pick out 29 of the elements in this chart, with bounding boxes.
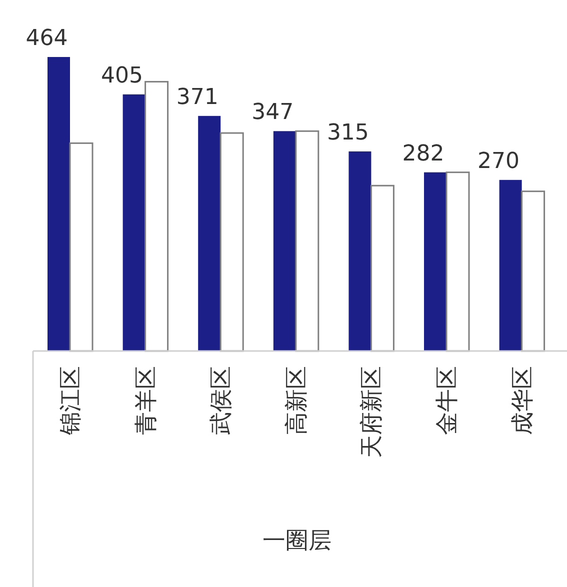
- data-label: 405: [101, 63, 144, 88]
- bar: [144, 80, 169, 352]
- bar: [521, 190, 546, 352]
- bar: [198, 116, 221, 351]
- bar: [122, 94, 146, 351]
- x-axis-title: 一圈层: [262, 528, 332, 554]
- bar: [48, 57, 70, 351]
- x-tick-label: 金牛区: [434, 366, 460, 435]
- data-label: 371: [176, 84, 218, 110]
- bar: [69, 142, 94, 352]
- bar: [424, 172, 446, 351]
- data-label: 270: [478, 148, 520, 174]
- data-label: 282: [402, 141, 444, 166]
- x-tick-label: 青羊区: [133, 366, 160, 435]
- bar: [273, 131, 296, 351]
- bar: [348, 151, 372, 351]
- bar: [295, 130, 320, 352]
- data-label: 464: [26, 26, 68, 51]
- x-tick-label: 武侯区: [208, 366, 235, 435]
- bar: [499, 180, 522, 351]
- data-label: 347: [252, 100, 294, 126]
- x-tick-label: 天府新区: [359, 366, 386, 458]
- x-tick-label: 锦江区: [58, 366, 84, 436]
- x-tick-label: 成华区: [510, 366, 536, 435]
- data-label: 315: [326, 120, 369, 146]
- bar: [220, 132, 244, 352]
- bar: [446, 172, 470, 352]
- bar: [370, 184, 394, 352]
- x-tick-label: 高新区: [284, 366, 310, 435]
